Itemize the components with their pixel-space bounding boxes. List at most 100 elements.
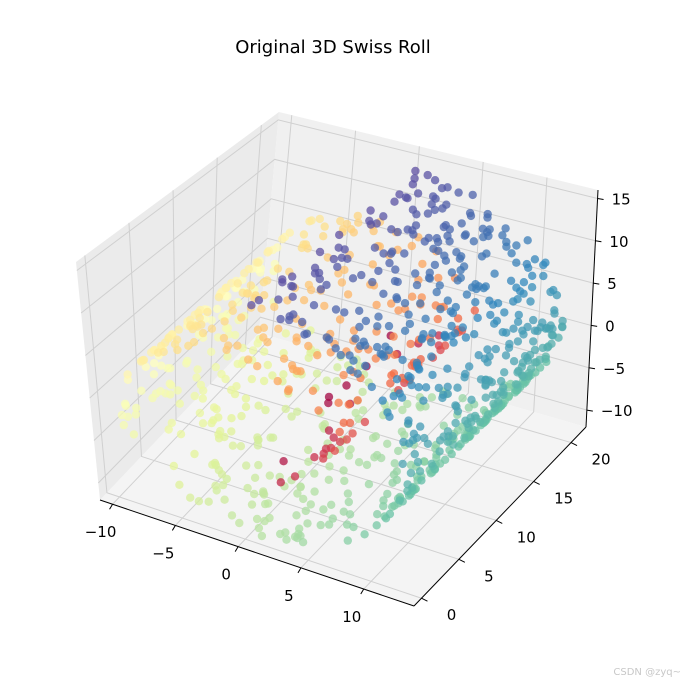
scatter-point [415,467,425,476]
x-axis-line [99,499,415,607]
x-tick [234,546,239,552]
scatter-point [379,289,388,298]
scatter-point [307,216,316,225]
scatter-point [247,500,257,509]
x-tick-label: 10 [342,608,361,626]
scatter-point [448,308,458,318]
scatter-point [243,483,252,493]
scatter-point [159,347,168,357]
scatter-point [358,387,367,397]
scatter-point [361,316,371,326]
z-tick [597,197,604,200]
scatter-point [173,386,182,395]
scatter-point [457,219,466,228]
scatter-point [423,170,432,180]
scatter-point [176,430,186,439]
y-tick [533,481,540,485]
scatter-point [456,266,465,275]
scatter-point [259,278,268,287]
scatter-point [436,304,445,314]
scatter-point [316,285,325,294]
scatter-point [261,499,270,509]
scatter-point [240,269,249,278]
scatter-point [242,461,251,470]
scatter-point [132,403,141,413]
scatter-point [167,418,176,428]
scatter-point [198,328,208,338]
scatter-point [292,366,302,376]
scatter-point [441,256,451,265]
scatter-point [343,536,352,545]
x-tick [109,503,113,510]
scatter-point [207,316,216,325]
scatter-point [227,414,236,423]
scatter-point [440,341,450,350]
z-tick-label: 5 [607,275,617,293]
scatter-point [260,347,269,356]
axis-lines [99,189,604,607]
z-tick [586,409,593,412]
scatter-point [490,319,499,328]
scatter-point [368,433,378,443]
scatter-point [421,383,431,392]
scatter-point [403,399,412,409]
scatter-point [407,241,416,251]
scatter-point [319,505,328,514]
y-tick-label: 20 [591,451,610,469]
y-tick [421,597,428,602]
scatter-point [435,281,444,290]
scatter-point [407,380,416,390]
scatter-point [427,393,437,402]
scatter-point [194,497,204,506]
scatter-point [404,310,413,319]
scatter-point [366,220,375,229]
scatter-point [336,216,345,226]
scatter-point [414,383,423,392]
scatter-point [509,324,518,333]
scatter-point [480,354,489,363]
scatter-point [443,364,452,373]
scatter-point [220,495,229,504]
scatter-point [417,476,426,485]
scatter-point [315,274,324,284]
scatter-point [250,473,260,482]
scatter-point [300,330,309,339]
scatter-point [481,381,490,390]
grid-line-z [76,119,598,271]
scatter-point [462,290,472,299]
scatter-point [218,480,228,490]
z-tick-label: 15 [612,190,631,208]
scatter-point [395,496,404,505]
scatter-point [123,370,132,379]
scatter-point [304,353,313,363]
scatter-point [297,469,306,479]
scatter-point [453,383,462,392]
scatter-point [253,339,262,348]
scatter-point [279,457,288,466]
scatter-point [248,346,258,355]
z-tick [588,367,596,370]
scatter-point [500,308,509,317]
scatter-point [372,300,381,310]
scatter-point [220,317,229,326]
y-axis-line [413,426,587,607]
scatter-point [419,396,428,405]
scatter-point [432,287,441,297]
scatter-point [370,243,380,252]
scatter-point [324,520,334,529]
scatter-point [211,362,220,372]
scatter-point [304,341,313,351]
scatter-point [468,190,477,200]
scatter-point [483,410,493,419]
scatter-point [368,260,377,269]
scatter-point [319,232,328,241]
scatter-point [259,376,269,386]
scatter-point [236,442,246,451]
scatter-point [496,376,506,386]
scatter-point [373,342,382,352]
scatter-point [369,226,378,236]
scatter-point [192,373,201,382]
scatter-point [293,533,302,543]
scatter-point [406,339,415,349]
y-tick-label: 5 [484,567,494,585]
